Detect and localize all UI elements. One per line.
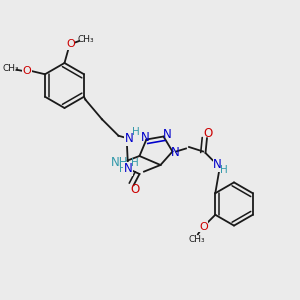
Text: N: N xyxy=(140,130,149,144)
Text: N: N xyxy=(163,128,172,141)
Text: O: O xyxy=(66,39,75,49)
Text: O: O xyxy=(203,127,212,140)
Text: O: O xyxy=(130,183,140,196)
Text: N: N xyxy=(124,132,134,145)
Text: CH₃: CH₃ xyxy=(78,35,94,44)
Text: O: O xyxy=(199,222,208,232)
Text: NH: NH xyxy=(111,155,129,169)
Text: N: N xyxy=(171,146,180,160)
Text: CH₃: CH₃ xyxy=(189,235,206,244)
Text: H: H xyxy=(220,165,228,176)
Text: N: N xyxy=(213,158,222,172)
Text: N: N xyxy=(124,162,133,175)
Text: H: H xyxy=(119,164,127,174)
Text: H: H xyxy=(132,127,140,137)
Text: O: O xyxy=(22,66,32,76)
Text: CH₃: CH₃ xyxy=(2,64,19,74)
Text: H: H xyxy=(131,158,139,168)
